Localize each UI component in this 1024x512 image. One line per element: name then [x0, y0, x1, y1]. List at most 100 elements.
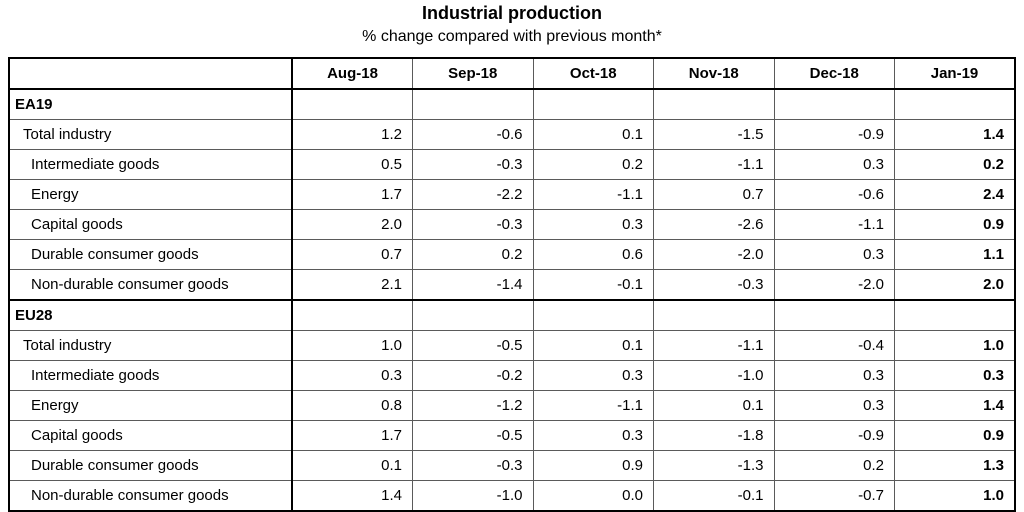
cell-value: -1.1	[532, 179, 654, 210]
cell-value: -1.0	[653, 360, 775, 391]
cell-value	[653, 299, 775, 331]
cell-value	[291, 299, 413, 331]
cell-value: -1.0	[412, 480, 534, 512]
cell-value: -2.6	[653, 209, 775, 240]
cell-value: -0.6	[773, 179, 895, 210]
row-label: Non-durable consumer goods	[8, 269, 293, 301]
cell-value: -2.2	[412, 179, 534, 210]
row-label: EU28	[8, 299, 293, 331]
cell-value: 0.3	[773, 239, 895, 270]
cell-value	[532, 299, 654, 331]
cell-value: -0.1	[653, 480, 775, 512]
cell-value: -0.6	[412, 119, 534, 150]
cell-value: -0.9	[773, 119, 895, 150]
cell-value: -1.8	[653, 420, 775, 451]
cell-value	[773, 88, 895, 120]
table-row: Durable consumer goods 0.1 -0.3 0.9 -1.3…	[8, 450, 1016, 481]
row-label: Intermediate goods	[8, 360, 293, 391]
cell-value: -1.1	[532, 390, 654, 421]
cell-value	[291, 88, 413, 120]
row-label: Energy	[8, 390, 293, 421]
cell-value: 0.7	[291, 239, 413, 270]
col-header: Aug-18	[291, 57, 413, 90]
cell-value: 0.1	[532, 330, 654, 361]
cell-value: 0.3	[532, 360, 654, 391]
cell-value: 0.9	[532, 450, 654, 481]
row-label: Total industry	[8, 330, 293, 361]
page-subtitle: % change compared with previous month*	[362, 28, 662, 45]
cell-value: 2.4	[894, 179, 1016, 210]
cell-value: 0.3	[773, 360, 895, 391]
cell-value: -1.1	[653, 330, 775, 361]
table-row: Capital goods 2.0 -0.3 0.3 -2.6 -1.1 0.9	[8, 209, 1016, 240]
table-row: Total industry 1.2 -0.6 0.1 -1.5 -0.9 1.…	[8, 119, 1016, 150]
row-label: Intermediate goods	[8, 149, 293, 180]
cell-value: 0.1	[653, 390, 775, 421]
cell-value: -0.7	[773, 480, 895, 512]
cell-value: -0.5	[412, 420, 534, 451]
col-header: Nov-18	[653, 57, 775, 90]
cell-value: 0.0	[532, 480, 654, 512]
cell-value	[412, 299, 534, 331]
page-title: Industrial production	[422, 3, 602, 23]
cell-value: 1.4	[291, 480, 413, 512]
col-header: Oct-18	[532, 57, 654, 90]
cell-value: -0.4	[773, 330, 895, 361]
cell-value: 0.2	[412, 239, 534, 270]
table-row: Energy 1.7 -2.2 -1.1 0.7 -0.6 2.4	[8, 179, 1016, 210]
industrial-production-table: Aug-18 Sep-18 Oct-18 Nov-18 Dec-18 Jan-1…	[8, 57, 1016, 512]
cell-value: 0.9	[894, 420, 1016, 451]
cell-value: -0.3	[412, 209, 534, 240]
cell-value: 0.5	[291, 149, 413, 180]
row-label: Durable consumer goods	[8, 450, 293, 481]
table-row: Durable consumer goods 0.7 0.2 0.6 -2.0 …	[8, 239, 1016, 270]
cell-value: 1.0	[894, 330, 1016, 361]
cell-value: 1.1	[894, 239, 1016, 270]
header-row: Aug-18 Sep-18 Oct-18 Nov-18 Dec-18 Jan-1…	[8, 57, 1016, 90]
cell-value: -0.3	[653, 269, 775, 301]
cell-value: -1.1	[653, 149, 775, 180]
col-header: Sep-18	[412, 57, 534, 90]
row-label: Durable consumer goods	[8, 239, 293, 270]
col-header: Jan-19	[894, 57, 1016, 90]
cell-value	[773, 299, 895, 331]
cell-value: 0.2	[532, 149, 654, 180]
cell-value: -2.0	[773, 269, 895, 301]
cell-value: -0.3	[412, 450, 534, 481]
cell-value: 1.4	[894, 390, 1016, 421]
cell-value: 0.3	[532, 420, 654, 451]
row-label: Capital goods	[8, 420, 293, 451]
cell-value: -1.4	[412, 269, 534, 301]
cell-value: 0.2	[773, 450, 895, 481]
cell-value: -0.3	[412, 149, 534, 180]
cell-value: 1.2	[291, 119, 413, 150]
cell-value: 1.7	[291, 179, 413, 210]
cell-value: -0.2	[412, 360, 534, 391]
cell-value	[894, 88, 1016, 120]
table-row: Total industry 1.0 -0.5 0.1 -1.1 -0.4 1.…	[8, 330, 1016, 361]
cell-value: -0.1	[532, 269, 654, 301]
cell-value: 2.0	[894, 269, 1016, 301]
row-label: Total industry	[8, 119, 293, 150]
table-row: Non-durable consumer goods 1.4 -1.0 0.0 …	[8, 480, 1016, 512]
row-label: Capital goods	[8, 209, 293, 240]
cell-value: 0.9	[894, 209, 1016, 240]
cell-value: 0.3	[532, 209, 654, 240]
row-label: Non-durable consumer goods	[8, 480, 293, 512]
cell-value	[653, 88, 775, 120]
cell-value: -2.0	[653, 239, 775, 270]
cell-value: 1.0	[291, 330, 413, 361]
col-header-empty	[8, 57, 293, 90]
row-label: Energy	[8, 179, 293, 210]
cell-value: -1.3	[653, 450, 775, 481]
table-row: Intermediate goods 0.3 -0.2 0.3 -1.0 0.3…	[8, 360, 1016, 391]
cell-value: -1.2	[412, 390, 534, 421]
table-row: Capital goods 1.7 -0.5 0.3 -1.8 -0.9 0.9	[8, 420, 1016, 451]
cell-value	[532, 88, 654, 120]
cell-value: 2.0	[291, 209, 413, 240]
cell-value: 0.7	[653, 179, 775, 210]
cell-value: 0.6	[532, 239, 654, 270]
table-row: Non-durable consumer goods 2.1 -1.4 -0.1…	[8, 269, 1016, 301]
cell-value: 0.2	[894, 149, 1016, 180]
cell-value: -1.5	[653, 119, 775, 150]
